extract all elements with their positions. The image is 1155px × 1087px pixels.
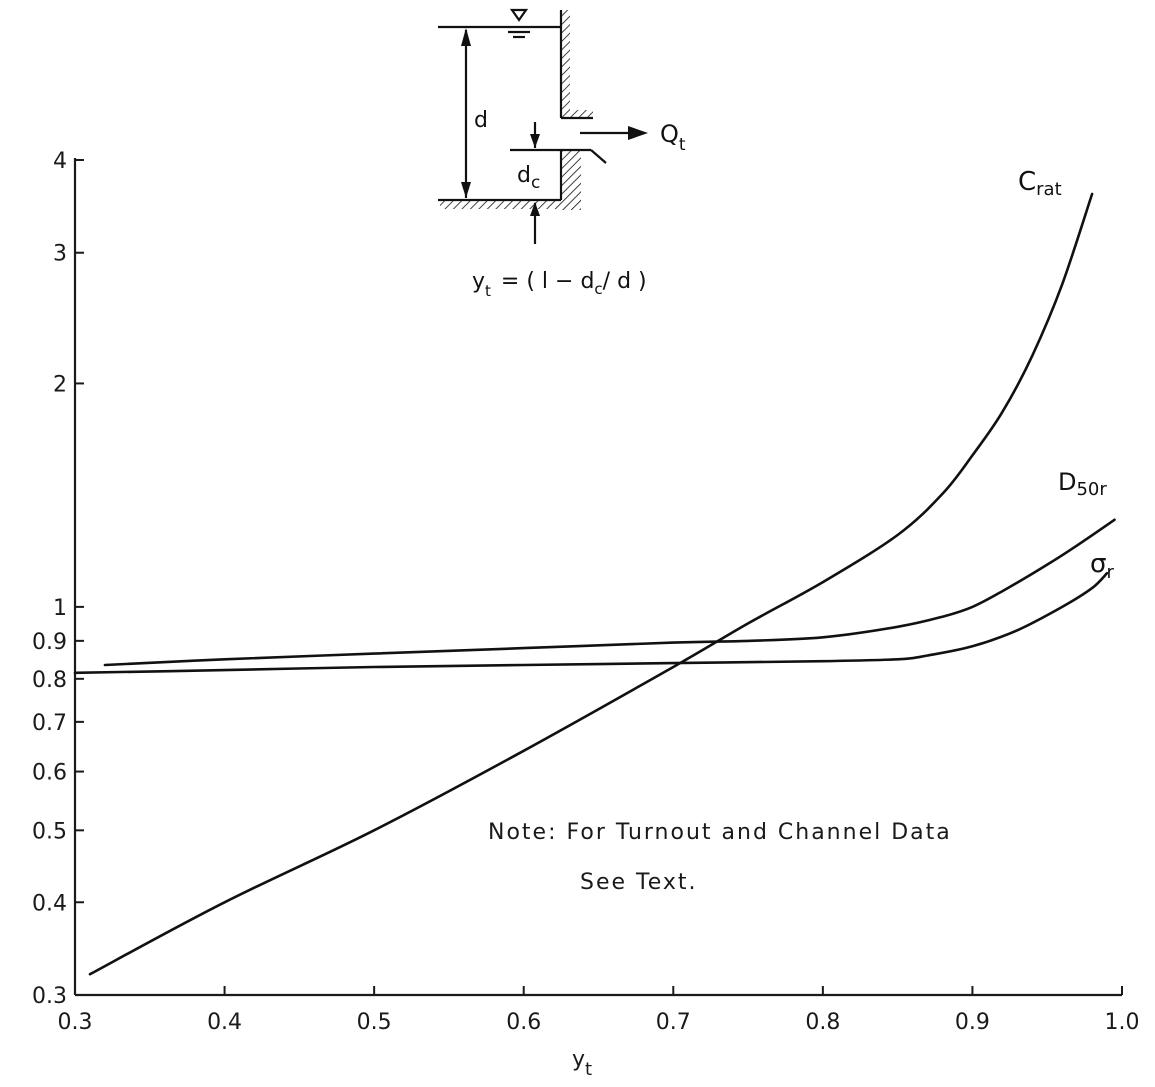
y-tick-label: 4 xyxy=(53,149,67,174)
series-label-d50r: D50r xyxy=(1058,468,1107,500)
crat-curve xyxy=(88,192,1094,976)
y-tick-label: 2 xyxy=(53,372,67,397)
y-tick-label: 0.7 xyxy=(32,711,67,736)
axes xyxy=(73,158,1122,997)
depth-arrow-bottom xyxy=(461,182,471,198)
crest-label: dc xyxy=(517,163,540,193)
x-tick-label: 0.7 xyxy=(656,1010,691,1035)
depth-arrow-top xyxy=(461,28,471,46)
note-line-2: See Text. xyxy=(580,870,698,895)
y-tick-label: 3 xyxy=(53,242,67,267)
series-label-crat: Crat xyxy=(1018,167,1062,200)
x-tick-label: 1.0 xyxy=(1105,1010,1140,1035)
sigma-r-curve xyxy=(73,571,1109,675)
x-tick-label: 0.6 xyxy=(506,1010,541,1035)
crest-arrow-bottom xyxy=(530,202,540,216)
y-tick-label: 0.4 xyxy=(32,891,67,916)
curves xyxy=(73,192,1116,976)
x-tick-label: 0.5 xyxy=(357,1010,392,1035)
y-ticks: 0.3 0.4 0.5 0.6 0.7 0.8 0.9 1 2 3 4 xyxy=(32,149,84,1009)
y-tick-label: 0.3 xyxy=(32,984,67,1009)
outlet-lip xyxy=(590,149,607,164)
x-axis-label: yt xyxy=(572,1047,592,1080)
upper-wall-hatch xyxy=(561,10,570,110)
x-ticks: 0.3 0.4 0.5 0.6 0.7 0.8 0.9 1.0 xyxy=(58,986,1140,1035)
x-tick-label: 0.9 xyxy=(955,1010,990,1035)
x-tick-label: 0.3 xyxy=(58,1010,93,1035)
y-tick-label: 0.6 xyxy=(32,761,67,786)
depth-label: d xyxy=(474,108,488,133)
note-line-1: Note: For Turnout and Channel Data xyxy=(488,820,952,845)
d50r-curve xyxy=(103,518,1116,667)
y-tick-label: 0.5 xyxy=(32,819,67,844)
series-label-sigma-r: σr xyxy=(1090,549,1114,583)
water-surface-symbol xyxy=(509,8,529,22)
x-tick-label: 0.8 xyxy=(805,1010,840,1035)
y-tick-label: 0.9 xyxy=(32,630,67,655)
x-tick-label: 0.4 xyxy=(207,1010,242,1035)
bed-hatch xyxy=(440,200,561,209)
y-tick-label: 1 xyxy=(53,596,67,621)
flow-arrow-head xyxy=(628,126,648,140)
lower-wall-hatch xyxy=(561,150,581,210)
y-tick-label: 0.8 xyxy=(32,668,67,693)
formula: yt = ( l − dc/ d ) xyxy=(472,269,647,300)
turnout-sketch: d dc Qt yt = ( l − dc/ d ) xyxy=(438,8,686,300)
crest-arrow-top xyxy=(530,134,540,148)
upper-lip-hatch xyxy=(561,110,593,118)
flow-label: Qt xyxy=(660,120,686,155)
